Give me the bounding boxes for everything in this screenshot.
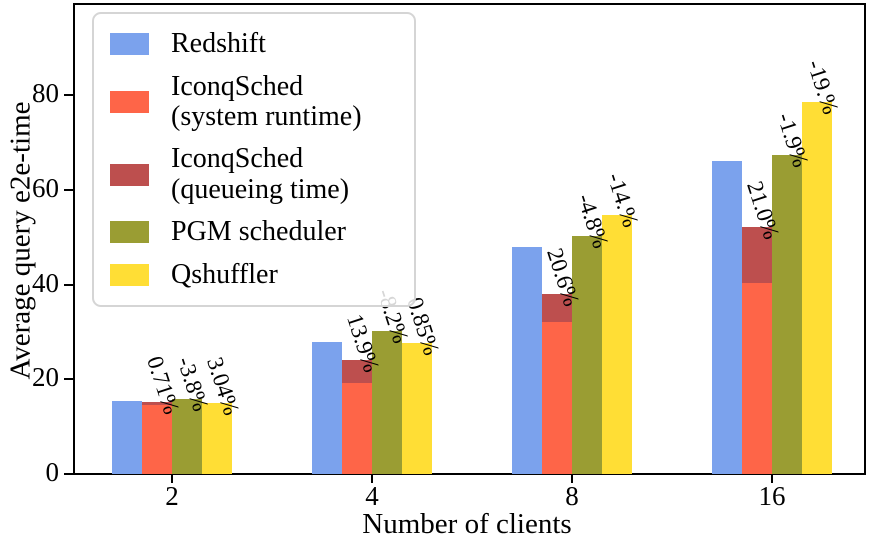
bar-iconqsched-queueing-4	[342, 360, 372, 384]
bar-qshuffler-16	[802, 101, 832, 474]
y-tick-mark	[64, 283, 73, 286]
bar-iconqsched-queueing-2	[142, 402, 172, 405]
bar-pgm-4	[372, 330, 402, 474]
legend-label: IconqSched (system runtime)	[171, 70, 362, 132]
y-tick-label: 20	[32, 362, 59, 393]
legend: Redshift IconqSched (system runtime) Iconq…	[92, 12, 416, 307]
x-axis-title: Number of clients	[362, 508, 572, 540]
legend-item-3: PGM scheduler	[110, 216, 396, 248]
x-tick-label: 2	[165, 481, 179, 511]
bar-iconqsched-runtime-16	[742, 283, 772, 474]
x-tick-label: 8	[565, 481, 579, 511]
x-tick-label: 4	[365, 481, 379, 511]
y-tick-label: 40	[32, 267, 59, 298]
y-tick-label: 0	[45, 456, 60, 487]
annotation-iconqsched-16-text: 21.0%	[741, 178, 784, 243]
annotation-iconqsched-8-text: 20.6%	[541, 244, 584, 309]
y-axis-title: Average query e2e-time	[4, 101, 37, 380]
x-tick-mark	[571, 474, 573, 483]
legend-label: Qshuffler	[171, 258, 278, 290]
annotation-pgm-16-text: -1.9%	[772, 110, 814, 171]
bar-redshift-16	[712, 161, 742, 474]
legend-item-0: Redshift	[110, 28, 396, 59]
annotation-qshuffler-8-text: -14.%	[602, 169, 644, 230]
bar-qshuffler-8	[602, 214, 632, 474]
annotation-pgm-8-text: -4.8%	[572, 190, 614, 252]
bar-iconqsched-runtime-2	[142, 404, 172, 474]
bar-iconqsched-runtime-8	[542, 321, 572, 474]
legend-label: PGM scheduler	[171, 216, 346, 248]
annotation-qshuffler-16-text: -19.%	[802, 56, 844, 118]
bar-iconqsched-queueing-16	[742, 227, 772, 284]
y-tick-mark	[64, 378, 73, 381]
bar-pgm-2	[172, 398, 202, 474]
annotation-iconqsched-4-text: 13.9%	[341, 311, 384, 376]
annotation-qshuffler-2-text: 3.04%	[201, 354, 244, 419]
bar-redshift-4	[312, 342, 342, 474]
legend-swatch-icon	[110, 33, 149, 56]
legend-swatch-icon	[110, 263, 149, 286]
x-tick-label: 16	[758, 481, 786, 511]
legend-item-4: Qshuffler	[110, 258, 396, 290]
y-tick-mark	[64, 188, 73, 191]
bar-pgm-16	[772, 155, 802, 474]
y-tick-label: 60	[32, 172, 59, 203]
legend-label: IconqSched (queueing time)	[171, 143, 350, 205]
bar-iconqsched-queueing-8	[542, 293, 572, 322]
bar-redshift-2	[112, 401, 142, 474]
bar-iconqsched-runtime-4	[342, 383, 372, 474]
x-tick-mark	[171, 474, 173, 483]
bar-qshuffler-2	[202, 403, 232, 474]
legend-swatch-icon	[110, 163, 149, 186]
bar-pgm-8	[572, 235, 602, 474]
legend-swatch-icon	[110, 90, 149, 113]
bar-redshift-8	[512, 246, 542, 474]
legend-swatch-icon	[110, 221, 149, 244]
legend-item-2: IconqSched (queueing time)	[110, 144, 396, 204]
y-tick-mark	[64, 94, 73, 97]
y-tick-mark	[64, 473, 73, 475]
legend-item-1: IconqSched (system runtime)	[110, 70, 396, 132]
x-tick-mark	[371, 474, 373, 483]
bar-qshuffler-4	[402, 343, 432, 474]
legend-label: Redshift	[171, 28, 266, 59]
y-tick-label: 80	[32, 78, 59, 109]
x-tick-mark	[771, 474, 773, 483]
